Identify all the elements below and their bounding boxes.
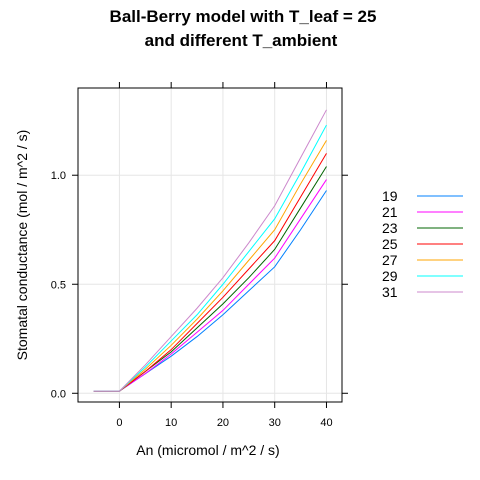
y-tick-label: 0.5 [51, 279, 66, 291]
x-tick-label: 30 [269, 417, 281, 429]
legend-label-19: 19 [382, 188, 398, 204]
x-tick-label: 40 [320, 417, 332, 429]
series-lines [93, 109, 327, 392]
chart-title-line-2: and different T_ambient [145, 31, 338, 50]
x-tick-label: 0 [116, 417, 122, 429]
series-line-29 [93, 124, 327, 392]
y-tick-label: 1.0 [51, 170, 66, 182]
series-line-27 [93, 140, 327, 392]
y-axis-label: Stomatal conductance (mol / m^2 / s) [14, 130, 30, 361]
legend-label-31: 31 [382, 284, 398, 300]
series-line-21 [93, 179, 327, 392]
y-tick-label: 0.0 [51, 388, 66, 400]
legend-label-25: 25 [382, 236, 398, 252]
legend-label-29: 29 [382, 268, 398, 284]
x-axis-label: An (micromol / m^2 / s) [136, 442, 279, 458]
x-tick-label: 20 [217, 417, 229, 429]
axis-ticks: 0 10 20 30 40 0.0 0.5 1.0 [51, 82, 348, 429]
series-line-25 [93, 153, 327, 392]
legend-label-23: 23 [382, 220, 398, 236]
legend-label-27: 27 [382, 252, 398, 268]
plot-frame [77, 87, 343, 403]
grid [78, 88, 342, 402]
series-line-31 [93, 109, 327, 392]
legend-label-21: 21 [382, 204, 398, 220]
x-tick-label: 10 [165, 417, 177, 429]
chart-title-line-1: Ball-Berry model with T_leaf = 25 [110, 7, 377, 26]
series-line-19 [93, 190, 327, 392]
